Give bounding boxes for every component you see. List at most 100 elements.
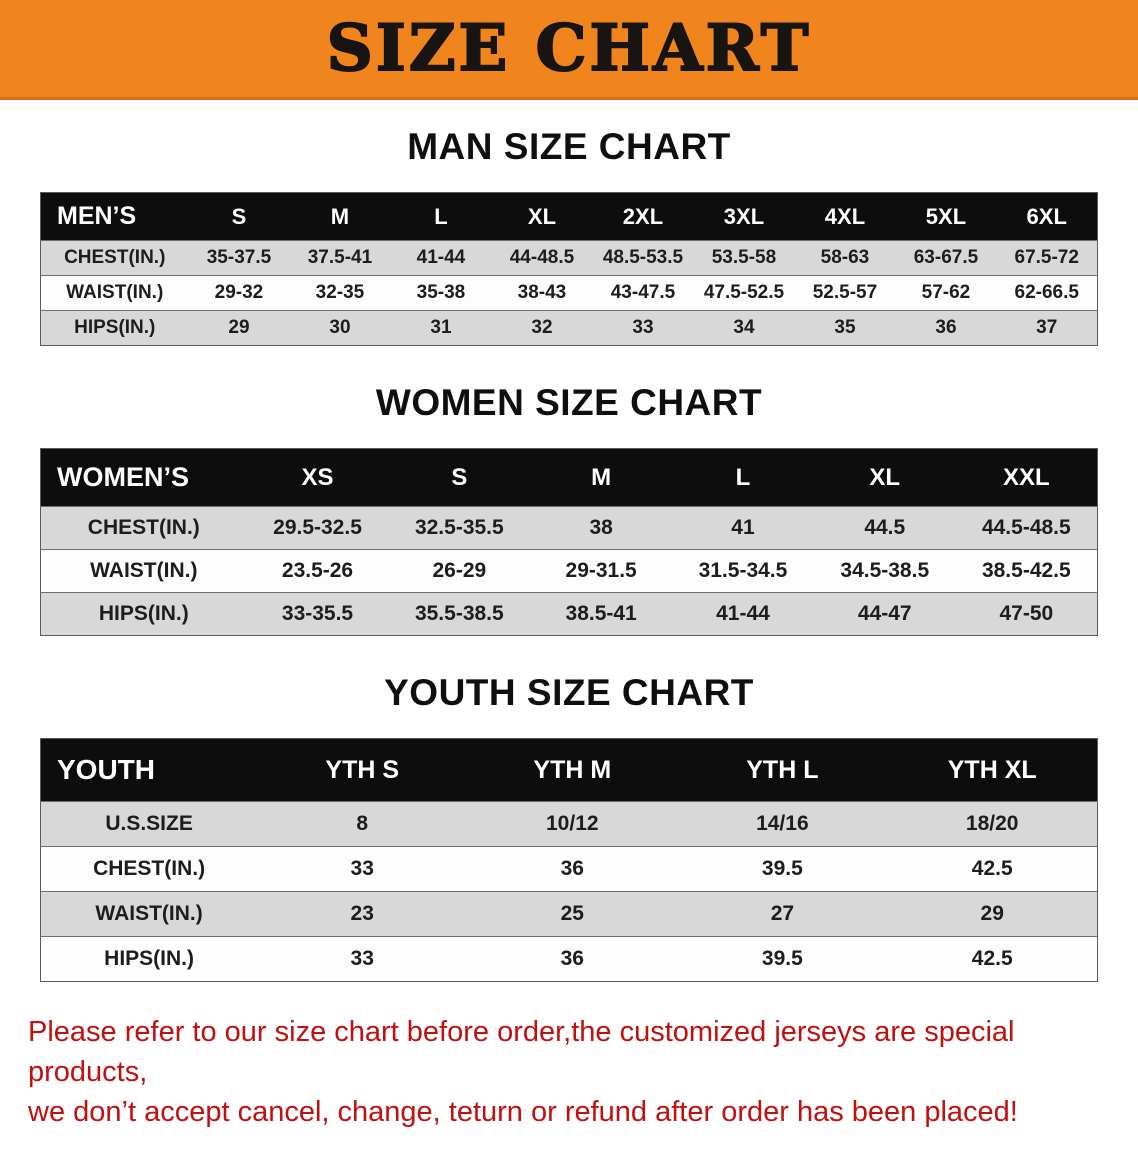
size-header-cell: XXL <box>1002 463 1050 491</box>
row-label-cell: HIPS(IN.) <box>104 947 194 970</box>
size-header-cell: 2XL <box>622 203 664 229</box>
value-cell: 52.5-57 <box>812 282 878 303</box>
table-title-cell: MEN’S <box>57 202 137 230</box>
size-header-cell: S <box>451 463 468 491</box>
value-cell: 29-31.5 <box>565 559 637 582</box>
value-cell: 32-35 <box>315 282 365 303</box>
table-row: HIPS(IN.) 33-35.5 35.5-38.5 38.5-41 41-44 44-… <box>40 592 1098 636</box>
size-header-cell: L <box>735 463 751 491</box>
disclaimer-line-2: we don’t accept cancel, change, teturn o… <box>28 1096 1018 1129</box>
value-cell: 34 <box>733 317 755 338</box>
size-header-cell: 5XL <box>925 203 967 229</box>
value-cell: 31.5-34.5 <box>698 559 788 582</box>
value-cell: 23 <box>350 902 374 925</box>
value-cell: 37 <box>1036 317 1058 338</box>
table-header-row: MEN’S S M L XL 2XL 3XL 4XL 5XL 6XL <box>40 192 1098 241</box>
value-cell: 39.5 <box>761 857 803 880</box>
value-cell: 39.5 <box>761 947 803 970</box>
value-cell: 32 <box>531 317 553 338</box>
value-cell: 57-62 <box>921 282 971 303</box>
size-header-cell: YTH L <box>746 755 819 784</box>
value-cell: 42.5 <box>971 947 1013 970</box>
women-size-table: WOMEN’S XS S M L XL XXL CHEST(IN.) 29.5-32.5 32.5… <box>40 448 1098 636</box>
size-header-cell: 4XL <box>824 203 866 229</box>
size-header-cell: YTH M <box>533 755 612 784</box>
table-row: U.S.SIZE 8 10/12 14/16 18/20 <box>40 801 1098 847</box>
value-cell: 36 <box>560 947 584 970</box>
men-section-heading: MAN SIZE CHART <box>407 126 731 167</box>
size-header-cell: 6XL <box>1026 203 1067 229</box>
value-cell: 33-35.5 <box>281 602 354 625</box>
row-label-cell: WAIST(IN.) <box>90 559 198 582</box>
value-cell: 14/16 <box>756 812 809 835</box>
table-row: HIPS(IN.) 29 30 31 32 33 34 35 36 37 <box>40 310 1098 346</box>
value-cell: 43-47.5 <box>610 282 676 303</box>
value-cell: 29-32 <box>214 282 264 303</box>
value-cell: 27 <box>770 902 795 925</box>
value-cell: 44-47 <box>857 602 912 625</box>
row-label-cell: WAIST(IN.) <box>95 902 203 925</box>
value-cell: 26-29 <box>432 559 487 582</box>
size-header-cell: L <box>434 203 448 229</box>
value-cell: 41 <box>731 516 755 539</box>
value-cell: 63-67.5 <box>913 247 979 268</box>
value-cell: 42.5 <box>971 857 1013 880</box>
table-header-row: YOUTH YTH S YTH M YTH L YTH XL <box>40 738 1098 802</box>
table-title-cell: YOUTH <box>57 754 155 785</box>
row-label-cell: CHEST(IN.) <box>64 247 166 268</box>
table-row: WAIST(IN.) 29-32 32-35 35-38 38-43 43-47.5 47.… <box>40 275 1098 311</box>
value-cell: 48.5-53.5 <box>602 247 684 268</box>
value-cell: 62-66.5 <box>1014 282 1079 303</box>
size-header-cell: YTH S <box>325 755 400 784</box>
value-cell: 29 <box>980 902 1004 925</box>
row-label-cell: HIPS(IN.) <box>98 602 189 625</box>
value-cell: 25 <box>560 902 584 925</box>
size-header-cell: M <box>330 203 350 229</box>
section-youth: YOUTH SIZE CHART YOUTH YTH S YTH M YTH L YTH… <box>0 672 1138 982</box>
value-cell: 29.5-32.5 <box>273 516 362 539</box>
value-cell: 44-48.5 <box>509 247 575 268</box>
table-row: HIPS(IN.) 33 36 39.5 42.5 <box>40 936 1098 982</box>
size-header-cell: M <box>591 463 612 491</box>
table-row: WAIST(IN.) 23.5-26 26-29 29-31.5 31.5-34.5 34… <box>40 549 1098 593</box>
value-cell: 47-50 <box>999 602 1054 625</box>
row-label-cell: WAIST(IN.) <box>66 282 164 303</box>
value-cell: 47.5-52.5 <box>703 282 785 303</box>
section-men: MAN SIZE CHART MEN’S S M L XL 2XL 3XL 4XL 5XL 6XL… <box>0 126 1138 346</box>
men-size-table: MEN’S S M L XL 2XL 3XL 4XL 5XL 6XL CHEST(IN.) 35-37… <box>40 192 1098 346</box>
value-cell: 38.5-42.5 <box>981 559 1071 582</box>
value-cell: 38-43 <box>517 282 567 303</box>
value-cell: 44.5-48.5 <box>981 516 1071 539</box>
women-section-heading: WOMEN SIZE CHART <box>375 382 763 423</box>
disclaimer-line-1: Please refer to our size chart before or… <box>28 1016 1015 1089</box>
value-cell: 33 <box>632 317 654 338</box>
size-header-cell: XL <box>869 463 901 491</box>
size-header-cell: 3XL <box>723 203 765 229</box>
row-label-cell: CHEST(IN.) <box>87 516 200 539</box>
table-title-cell: WOMEN’S <box>57 462 189 492</box>
value-cell: 58-63 <box>820 247 870 268</box>
size-header-cell: XS <box>301 463 334 491</box>
value-cell: 31 <box>430 317 452 338</box>
size-header-cell: XL <box>527 203 557 229</box>
value-cell: 35-38 <box>416 282 466 303</box>
value-cell: 53.5-58 <box>711 247 777 268</box>
value-cell: 10/12 <box>546 812 599 835</box>
youth-section-heading: YOUTH SIZE CHART <box>384 672 754 713</box>
value-cell: 23.5-26 <box>281 559 354 582</box>
row-label-cell: HIPS(IN.) <box>74 317 156 338</box>
section-women: WOMEN SIZE CHART WOMEN’S XS S M L XL XXL CHEST(… <box>0 382 1138 636</box>
table-header-row: WOMEN’S XS S M L XL XXL <box>40 448 1098 507</box>
youth-size-table: YOUTH YTH S YTH M YTH L YTH XL U.S.SIZE 8 10/12… <box>40 738 1098 982</box>
row-label-cell: U.S.SIZE <box>105 812 193 835</box>
page-title: SIZE CHART <box>326 10 812 87</box>
table-row: CHEST(IN.) 29.5-32.5 32.5-35.5 38 41 44.5 44.5… <box>40 506 1098 550</box>
value-cell: 35-37.5 <box>206 247 272 268</box>
value-cell: 38 <box>589 516 613 539</box>
value-cell: 35.5-38.5 <box>414 602 504 625</box>
value-cell: 41-44 <box>416 247 466 268</box>
value-cell: 37.5-41 <box>307 247 373 268</box>
value-cell: 30 <box>329 317 351 338</box>
value-cell: 29 <box>228 317 250 338</box>
